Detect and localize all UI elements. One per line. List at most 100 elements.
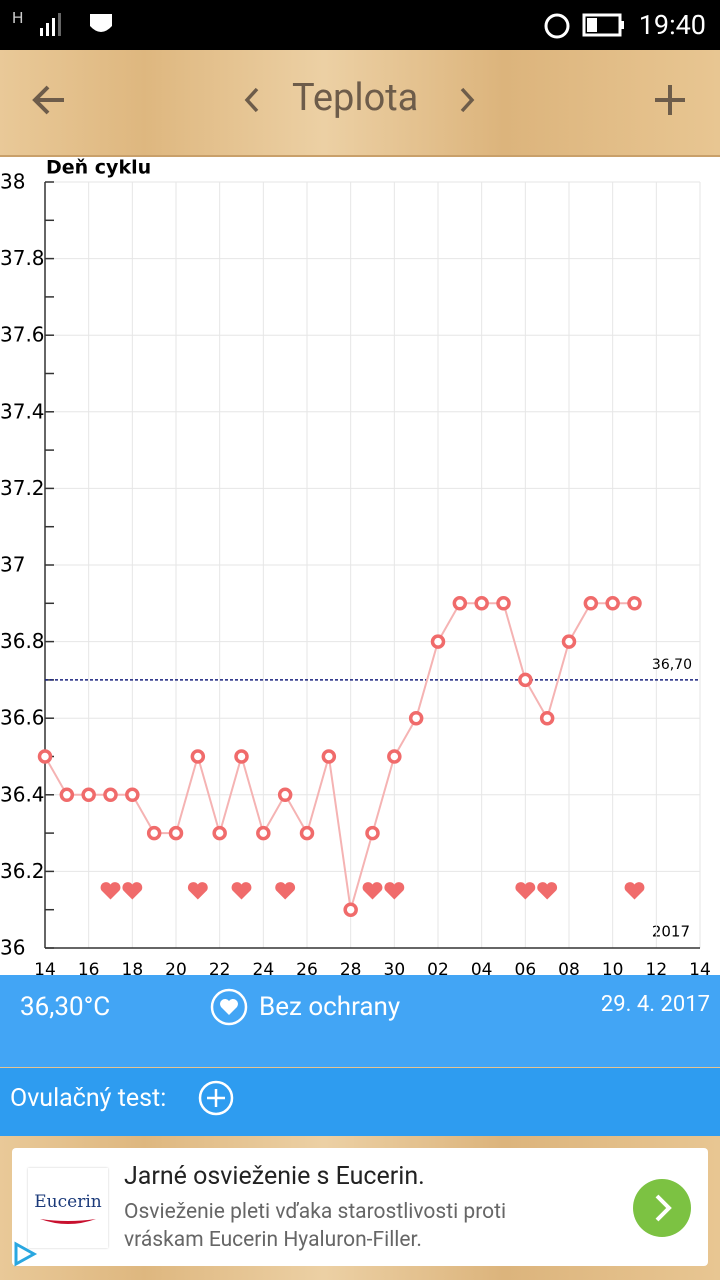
ad-logo-swoosh — [40, 1219, 96, 1224]
network-type: H — [12, 8, 24, 27]
heart — [624, 882, 645, 900]
heart — [187, 882, 208, 900]
x-tick-label: 04 — [471, 960, 493, 975]
x-tick-label: 18 — [122, 960, 144, 975]
ad-logo-text: Eucerin — [34, 1192, 102, 1212]
x-tick-label: 26 — [296, 960, 318, 975]
point — [474, 596, 489, 611]
ad-button[interactable] — [632, 1178, 692, 1238]
point — [277, 787, 293, 803]
ad-logo: Eucerin — [28, 1168, 108, 1248]
protection[interactable]: Bez ochrany — [259, 992, 401, 1022]
x-tick-label: 08 — [558, 960, 580, 975]
heart — [384, 882, 405, 900]
toolbar: Teplota — [0, 50, 720, 157]
x-tick-label: 02 — [427, 960, 449, 975]
title: Teplota — [292, 76, 419, 120]
heart — [122, 882, 143, 900]
point — [321, 749, 337, 764]
point — [387, 749, 402, 764]
ad-text: Osvieženie pleti vďaka starostlivosti pr… — [124, 1200, 507, 1224]
y-tick-label: 38 — [0, 170, 25, 194]
point — [583, 596, 599, 611]
info-bar: 36,30°C Bez ochrany 29. 4. 2017 — [0, 975, 720, 1067]
heart — [100, 882, 121, 900]
temperature: 36,30°C — [20, 992, 111, 1022]
ad-choices[interactable] — [10, 1240, 40, 1270]
add-button[interactable] — [650, 80, 690, 120]
heart — [537, 882, 558, 900]
point — [605, 596, 620, 611]
x-tick-label: 30 — [384, 960, 406, 975]
point — [146, 825, 162, 841]
point — [518, 672, 533, 688]
point — [343, 902, 358, 917]
point — [365, 825, 380, 841]
point — [190, 749, 206, 764]
point — [627, 596, 642, 611]
ovulation-bar: Ovulačný test: — [0, 1068, 720, 1136]
x-tick-label: 24 — [253, 960, 275, 975]
point — [561, 634, 577, 649]
x-tick-label: 20 — [165, 960, 187, 975]
line — [44, 602, 635, 910]
point — [168, 825, 184, 841]
point — [496, 596, 511, 611]
point — [539, 710, 555, 726]
point — [430, 634, 446, 649]
reference-label: 36,70 — [652, 657, 692, 673]
ad-area: Eucerin Jarné osvieženie s Eucerin. Osvi… — [0, 1136, 720, 1280]
x-tick-label: 16 — [78, 960, 100, 975]
ad-title: Jarné osvieženie s Eucerin. — [124, 1162, 425, 1191]
next-button[interactable] — [455, 85, 479, 115]
point — [408, 710, 424, 726]
status-bar: H 19:40 — [0, 0, 720, 50]
heart — [362, 882, 383, 900]
ad-card[interactable]: Eucerin Jarné osvieženie s Eucerin. Osvi… — [12, 1148, 708, 1266]
clock: 19:40 — [638, 9, 706, 41]
x-tick-label: 06 — [515, 960, 537, 975]
date: 29. 4. 2017 — [600, 992, 710, 1017]
chart: Deň cyklu 2017 14 16 18 20 22 24 26 28 30 02 04 06 0… — [0, 157, 720, 975]
point — [299, 825, 315, 841]
y-tick-label: 36.4 — [0, 782, 45, 806]
back-button[interactable] — [30, 80, 70, 120]
x-tick-label: 10 — [602, 960, 624, 975]
ovulation-label: Ovulačný test: — [10, 1084, 167, 1113]
x-tick-label: 28 — [340, 960, 362, 975]
x-tick-label: 12 — [646, 960, 668, 975]
prev-button[interactable] — [240, 85, 264, 115]
y-tick-label: 36.8 — [0, 629, 45, 653]
point — [234, 749, 249, 764]
status-icons — [40, 13, 112, 36]
add-ovulation-button[interactable] — [197, 1079, 237, 1119]
status-icons-right — [544, 13, 624, 39]
y-tick-label: 37 — [0, 553, 25, 577]
ad-text: vráskam Eucerin Hyaluron-Filler. — [124, 1228, 422, 1252]
heart — [275, 882, 296, 900]
chart-bg — [0, 157, 720, 975]
year-label: 2017 — [652, 923, 690, 941]
point — [452, 596, 468, 611]
y-tick-label: 36.2 — [0, 859, 45, 883]
point — [59, 787, 75, 803]
y-tick-label: 36.6 — [0, 706, 45, 730]
heart — [515, 882, 536, 900]
heart — [231, 882, 252, 900]
y-tick-label: 37.4 — [0, 399, 45, 423]
point — [125, 787, 140, 803]
axis-title: Deň cyklu — [46, 157, 151, 179]
y-tick-label: 37.8 — [0, 246, 45, 270]
point — [212, 825, 227, 841]
point — [103, 787, 118, 803]
x-tick-label: 14 — [34, 960, 56, 975]
y-tick-label: 36 — [0, 936, 25, 960]
point — [37, 749, 53, 764]
point — [81, 787, 96, 803]
y-tick-label: 37.6 — [0, 323, 45, 347]
y-tick-label: 37.2 — [0, 476, 45, 500]
point — [256, 825, 271, 841]
heart-icon[interactable] — [210, 988, 248, 1026]
x-tick-label: 14 — [689, 960, 711, 975]
